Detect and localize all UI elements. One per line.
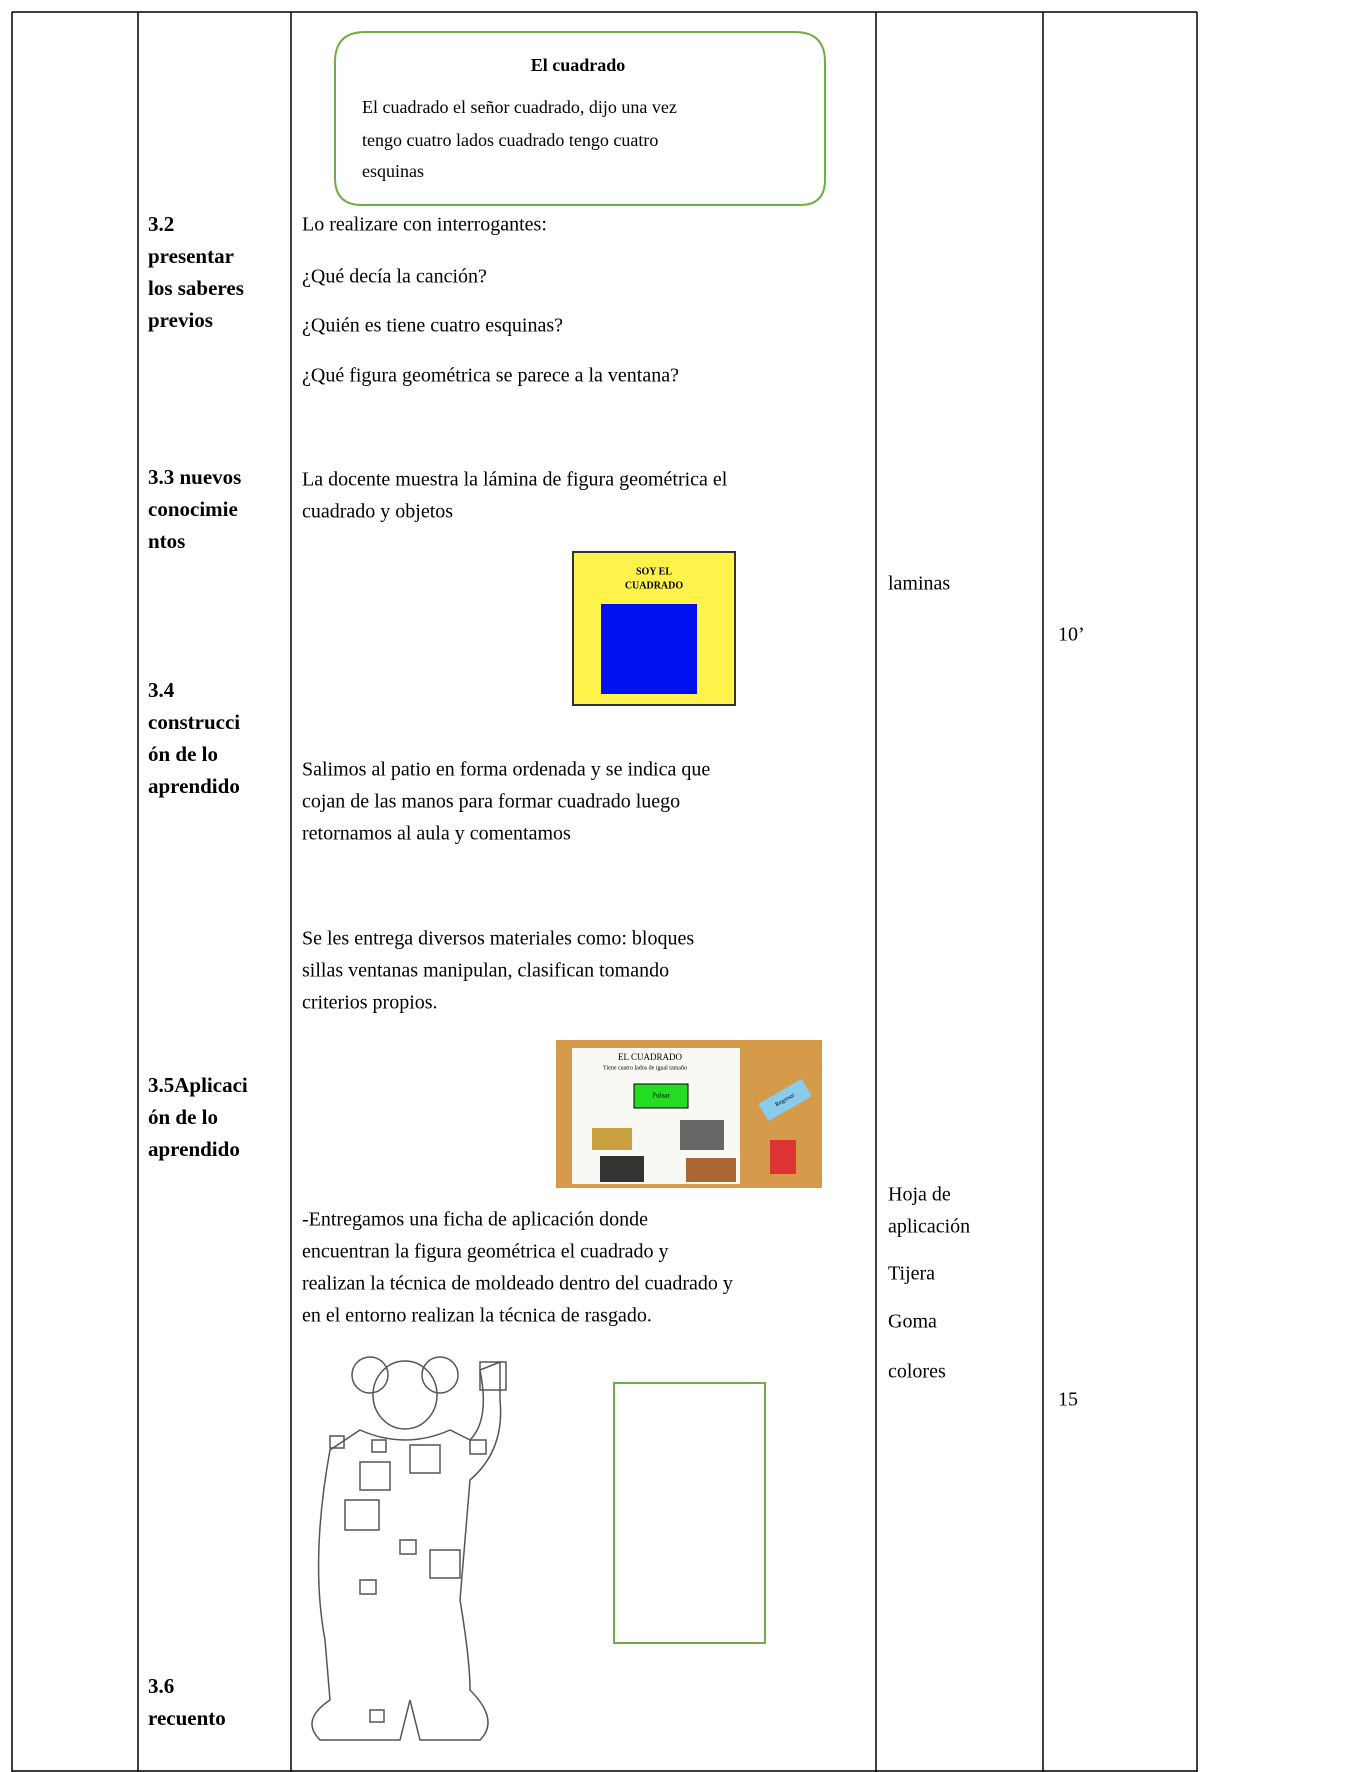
lamina-image xyxy=(572,551,736,706)
screen-button: Pulsar xyxy=(652,1092,670,1100)
activity-text: criterios propios. xyxy=(302,992,438,1014)
song-line: El cuadrado el señor cuadrado, dijo una … xyxy=(362,97,677,117)
song-box xyxy=(334,31,826,206)
screen-image xyxy=(556,1040,822,1188)
time-text: 15 xyxy=(1058,1389,1078,1411)
activity-text: encuentran la figura geométrica el cuadr… xyxy=(302,1241,668,1263)
activity-text: en el entorno realizan la técnica de ras… xyxy=(302,1305,652,1327)
activity-text: Salimos al patio en forma ordenada y se … xyxy=(302,759,710,781)
stage-label: 3.3 nuevos xyxy=(148,465,241,489)
activity-text: sillas ventanas manipulan, clasifican to… xyxy=(302,960,669,982)
activity-text: La docente muestra la lámina de figura g… xyxy=(302,469,728,491)
stage-label: aprendido xyxy=(148,774,240,798)
activity-text: Lo realizare con interrogantes: xyxy=(302,214,547,236)
resource-text: aplicación xyxy=(888,1216,970,1238)
screen-subtitle: Tiene cuatro lados de igual tamaño xyxy=(603,1065,687,1071)
resource-text: laminas xyxy=(888,573,950,595)
stage-label: presentar xyxy=(148,244,234,268)
stage-label: 3.2 xyxy=(148,212,174,236)
resource-text: Hoja de xyxy=(888,1184,951,1206)
activity-text: cuadrado y objetos xyxy=(302,501,453,523)
activity-text: ¿Quién es tiene cuatro esquinas? xyxy=(302,315,563,337)
activity-text: -Entregamos una ficha de aplicación dond… xyxy=(302,1209,648,1231)
song-line: tengo cuatro lados cuadrado tengo cuatro xyxy=(362,130,658,150)
lamina-text: SOY EL xyxy=(636,566,672,577)
square-outline xyxy=(613,1382,766,1644)
clown-drawing xyxy=(311,1356,507,1741)
stage-label: 3.4 xyxy=(148,678,175,702)
stage-label: 3.5Aplicaci xyxy=(148,1073,248,1097)
time-text: 10’ xyxy=(1058,624,1085,646)
stage-label: aprendido xyxy=(148,1137,240,1161)
stage-label: previos xyxy=(148,308,213,332)
stage-label: 3.6 xyxy=(148,1674,174,1698)
stage-label: ón de lo xyxy=(148,742,218,766)
stage-label: los saberes xyxy=(148,276,244,300)
resource-text: colores xyxy=(888,1361,946,1383)
screen-title: EL CUADRADO xyxy=(618,1052,682,1062)
activity-text: ¿Qué decía la canción? xyxy=(302,266,487,288)
song-title: El cuadrado xyxy=(531,55,626,75)
stage-label: recuento xyxy=(148,1706,226,1730)
stage-label: ntos xyxy=(148,529,185,553)
activity-text: retornamos al aula y comentamos xyxy=(302,823,571,845)
song-line: esquinas xyxy=(362,161,424,181)
stage-label: ón de lo xyxy=(148,1105,218,1129)
activity-text: Se les entrega diversos materiales como:… xyxy=(302,928,694,950)
lamina-text: CUADRADO xyxy=(625,580,684,591)
resource-text: Goma xyxy=(888,1311,937,1333)
resource-text: Tijera xyxy=(888,1263,935,1285)
table-grid xyxy=(11,11,1198,1772)
activity-text: realizan la técnica de moldeado dentro d… xyxy=(302,1273,733,1295)
stage-label: conocimie xyxy=(148,497,238,521)
activity-text: ¿Qué figura geométrica se parece a la ve… xyxy=(302,365,679,387)
stage-label: construcci xyxy=(148,710,240,734)
activity-text: cojan de las manos para formar cuadrado … xyxy=(302,791,680,813)
